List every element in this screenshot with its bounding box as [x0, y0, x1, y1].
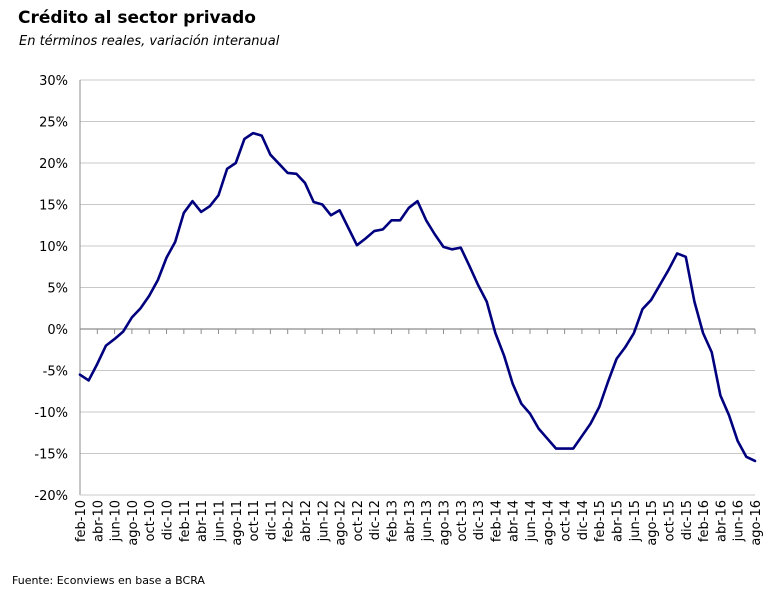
y-tick-label: 5% [47, 282, 68, 297]
x-tick-label: oct-15 [662, 500, 677, 541]
x-axis-ticks: feb-10 abr-10 jun-10 ago-10 oct-10 dic-10 feb-… [74, 500, 764, 546]
axes [79, 80, 756, 496]
y-tick-label: 0% [47, 323, 68, 338]
series [78, 131, 757, 463]
x-tick-label: dic-12 [368, 500, 383, 540]
x-tick-label: jun-14 [524, 500, 539, 542]
x-tick-label: jun-10 [109, 500, 124, 542]
x-tick-label: dic-14 [576, 500, 591, 540]
x-tick-label: ago-10 [126, 500, 141, 546]
x-tick-label: feb-16 [697, 500, 712, 542]
x-tick-label: oct-11 [247, 500, 262, 541]
chart-title: Crédito al sector privado [18, 8, 256, 28]
y-axis-ticks: 30% 25% 20% 15% 10% 5% 0% -5% -10% -15% -20% [34, 74, 68, 504]
gridlines [80, 79, 755, 496]
x-tick-label: oct-12 [351, 500, 366, 541]
x-tick-label: ago-13 [437, 500, 452, 546]
x-tick-label: ago-11 [230, 500, 245, 546]
x-tick-label: dic-13 [472, 500, 487, 540]
source-note: Fuente: Econviews en base a BCRA [12, 574, 205, 587]
y-tick-label: 15% [39, 199, 68, 214]
x-tick-label: ago-14 [541, 500, 556, 546]
x-tick-label: jun-12 [316, 500, 331, 542]
x-tick-label: abr-13 [403, 500, 418, 542]
x-tick-label: jun-15 [628, 500, 643, 542]
x-tick-label: jun-11 [212, 500, 227, 542]
y-tick-label: 20% [39, 157, 68, 172]
x-tick-label: abr-11 [195, 500, 210, 542]
x-tick-label: abr-10 [91, 500, 106, 542]
x-tick-label: abr-14 [507, 500, 522, 542]
y-tick-label: -20% [34, 489, 68, 504]
x-tick-label: feb-12 [282, 500, 297, 542]
chart-subtitle: En términos reales, variación interanual [19, 34, 280, 49]
x-tick-label: oct-14 [559, 500, 574, 541]
x-tick-label: feb-11 [178, 500, 193, 542]
y-tick-label: -10% [34, 406, 68, 421]
x-tick-label: dic-15 [680, 500, 695, 540]
y-tick-label: -15% [34, 448, 68, 463]
x-tick-label: dic-10 [161, 500, 176, 540]
x-tick-label: feb-15 [593, 500, 608, 542]
x-tick-label: abr-15 [611, 500, 626, 542]
x-tick-label: feb-14 [489, 500, 504, 542]
x-tick-label: jun-13 [420, 500, 435, 542]
series-line [78, 131, 757, 463]
y-tick-label: -5% [43, 365, 68, 380]
x-tick-label: abr-12 [299, 500, 314, 542]
y-tick-label: 25% [39, 116, 68, 131]
x-tick-label: oct-13 [455, 500, 470, 541]
x-tick-label: ago-12 [334, 500, 349, 546]
x-tick-label: ago-16 [749, 500, 764, 546]
x-tick-label: ago-15 [645, 500, 660, 546]
y-tick-label: 30% [39, 74, 68, 89]
x-tick-label: jun-16 [732, 500, 747, 542]
x-tick-label: feb-13 [386, 500, 401, 542]
y-tick-label: 10% [39, 240, 68, 255]
x-tick-label: dic-11 [264, 500, 279, 540]
x-tick-label: abr-16 [714, 500, 729, 542]
x-tick-label: feb-10 [74, 500, 89, 542]
x-tick-label: oct-10 [143, 500, 158, 541]
